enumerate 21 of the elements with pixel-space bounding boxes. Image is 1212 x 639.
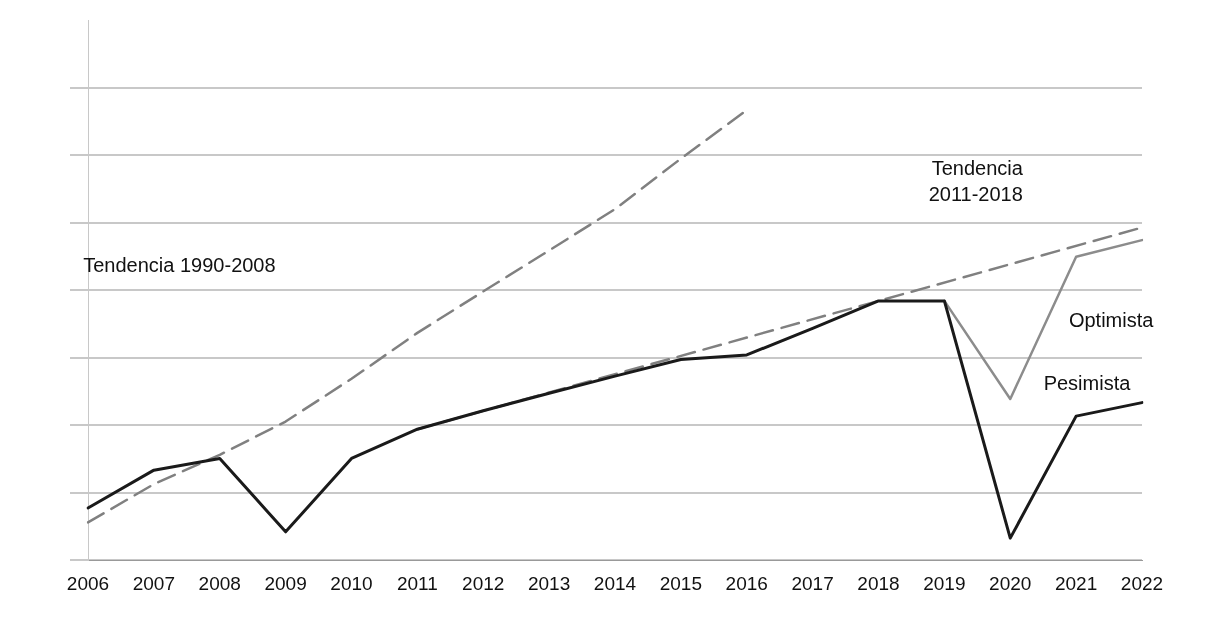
x-tick-label: 2020 [989,572,1032,594]
x-tick-label: 2018 [857,572,900,594]
x-tick-label: 2009 [264,572,307,594]
x-tick-label: 2011 [396,572,438,594]
x-tick-label: 2015 [659,572,703,594]
x-tick-label: 2017 [791,572,834,594]
x-tick-label: 2021 [1054,572,1098,594]
x-tick-label: 2022 [1120,572,1164,594]
x-tick-label: 2013 [527,572,571,594]
x-tick-label: 2007 [132,572,176,594]
x-tick-label: 2019 [923,572,966,594]
x-tick-label: 2006 [66,572,110,594]
series-label: Pesimista [1043,372,1132,395]
x-tick-label: 2012 [462,572,505,594]
x-tick-label: 2016 [725,572,768,594]
x-tick-label: 2010 [330,572,373,594]
x-tick-label: 2008 [198,572,241,594]
text: Tendencia 2011-2018 [928,157,1024,206]
text: Tendencia 1990-2008 [83,254,276,277]
x-tick-label: 2014 [593,572,637,594]
series-label: Optimista [1068,309,1155,332]
